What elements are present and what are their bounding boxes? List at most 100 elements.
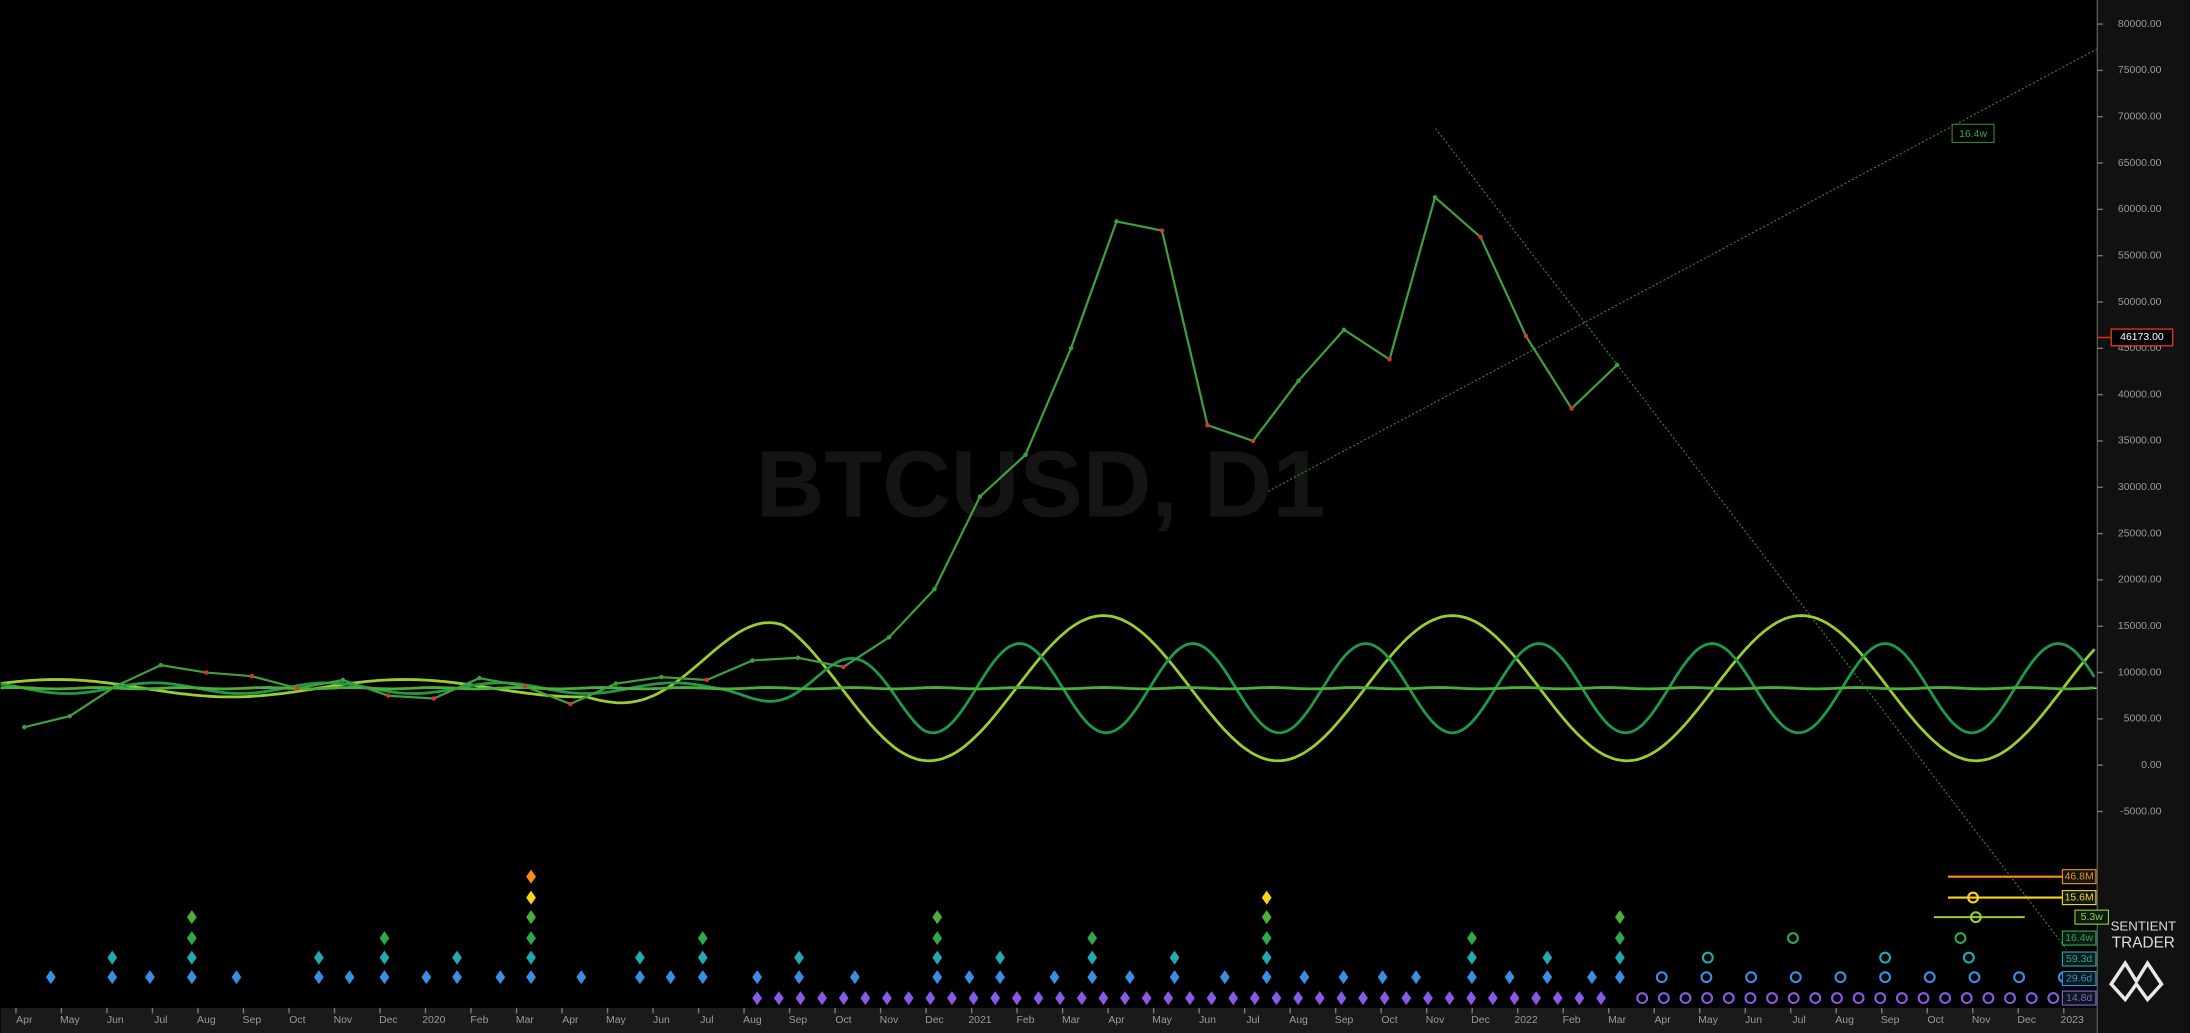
price-point: [613, 681, 619, 686]
x-tick-label: Mar: [516, 1015, 535, 1026]
cycle-label-box: [2061, 930, 2097, 946]
x-tick-label: Sep: [789, 1015, 808, 1026]
cycle-marker: [990, 991, 1001, 1006]
cycle-label-box: [2061, 951, 2097, 967]
cycle-marker: [1299, 970, 1310, 985]
cycle-projection: [1939, 992, 1952, 1005]
cycle-label-box: [2061, 890, 2097, 906]
cycle-wave: [0, 642, 2096, 735]
cycle-marker: [1614, 931, 1625, 946]
cycle-label: 46.8M: [2065, 871, 2094, 882]
x-tick-label: Aug: [1835, 1015, 1854, 1026]
label-box: [1951, 123, 1995, 143]
y-tick-label: 80000.00: [2118, 19, 2162, 30]
price-point: [204, 670, 209, 675]
price-point: [249, 674, 255, 679]
price-point: [1387, 357, 1392, 362]
cycle-projection: [1834, 971, 1847, 984]
cycle-projection: [2013, 971, 2026, 984]
cycle-marker: [1467, 970, 1477, 985]
cycle-marker: [773, 991, 784, 1006]
price-point: [22, 724, 27, 730]
price-point: [1068, 346, 1074, 351]
price-point: [67, 713, 73, 719]
price-point: [659, 674, 664, 680]
x-tick-label: May: [606, 1015, 627, 1026]
cycle-marker: [526, 910, 536, 925]
cycle-marker: [932, 910, 943, 925]
y-tick-label: 25000.00: [2118, 528, 2162, 539]
cycle-projection: [1954, 932, 1967, 945]
cycle-label: 5.3w: [2081, 912, 2104, 923]
price-point: [704, 677, 710, 683]
cycle-marker: [1587, 970, 1597, 985]
cycle-marker: [1487, 991, 1498, 1006]
y-tick-label: 30000.00: [2118, 482, 2162, 493]
x-tick-label: Nov: [880, 1015, 899, 1026]
cycle-label-box: [2061, 869, 2097, 885]
price-point: [158, 662, 164, 668]
cycle-label: 15.6M: [2065, 892, 2094, 903]
cycle-projection: [1745, 971, 1758, 984]
cycle-marker: [1336, 991, 1347, 1006]
cycle-projection: [1923, 971, 1936, 984]
cycle-marker: [860, 991, 871, 1006]
cycle-marker: [1163, 991, 1174, 1006]
price-point: [1250, 438, 1256, 444]
price-point: [977, 494, 983, 499]
last-price-box: [2110, 328, 2174, 347]
cycle-projection: [1700, 971, 1713, 984]
cycle-marker: [1271, 991, 1282, 1006]
brand-text: SENTIENT: [2111, 918, 2177, 933]
price-point: [1341, 327, 1347, 333]
x-tick-label: Sep: [1881, 1015, 1900, 1026]
price-point: [932, 586, 937, 592]
cycle-projection: [1874, 992, 1887, 1005]
x-tick-label: Feb: [470, 1015, 488, 1026]
cycle-projection: [1809, 992, 1822, 1005]
x-tick-label: Aug: [197, 1015, 216, 1026]
cycle-marker: [1261, 950, 1272, 965]
x-tick-label: Jul: [700, 1015, 713, 1026]
cycle-marker: [495, 970, 506, 985]
cycle-projection: [1701, 951, 1714, 964]
cycle-marker: [968, 991, 979, 1006]
x-tick-label: Dec: [925, 1015, 944, 1026]
cycle-projection: [1701, 992, 1714, 1005]
cycle-projection: [1655, 971, 1668, 984]
cycle-marker: [526, 970, 536, 985]
cycle-marker: [1444, 991, 1455, 1006]
cycle-projection: [2004, 992, 2016, 1005]
x-tick-label: Oct: [1381, 1015, 1397, 1026]
x-tick-label: May: [1698, 1015, 1719, 1026]
cycle-marker: [1574, 991, 1585, 1006]
cycle-label-box: [2061, 971, 2097, 987]
y-tick-label: 20000.00: [2118, 575, 2162, 586]
price-point: [1523, 334, 1529, 339]
cycle-projection: [1722, 992, 1735, 1005]
price-line: [24, 195, 1618, 729]
cycle-marker: [995, 970, 1005, 985]
y-tick-label: 5000.00: [2124, 714, 2162, 725]
y-tick-label: 0.00: [2141, 760, 2162, 771]
cycle-marker: [576, 970, 587, 985]
cycle-projection: [1657, 992, 1670, 1005]
price-point: [1432, 195, 1438, 200]
cycle-marker: [1542, 970, 1553, 985]
price-point: [295, 686, 300, 691]
cycle-projection: [1852, 992, 1865, 1005]
cycle-marker: [995, 950, 1005, 965]
cycle-projection: [1960, 992, 1973, 1005]
price-point: [522, 684, 528, 689]
cycle-marker: [1076, 991, 1087, 1006]
cycle-marker: [45, 970, 56, 985]
logo-mark: [2109, 959, 2164, 1003]
cycle-projection: [1968, 971, 1981, 984]
cycle-marker: [1614, 970, 1625, 985]
cycle-marker: [1169, 950, 1180, 965]
cycle-marker: [379, 970, 390, 985]
cycle-marker: [1504, 970, 1515, 985]
x-tick-label: Dec: [379, 1015, 398, 1026]
cycle-marker: [526, 931, 536, 946]
